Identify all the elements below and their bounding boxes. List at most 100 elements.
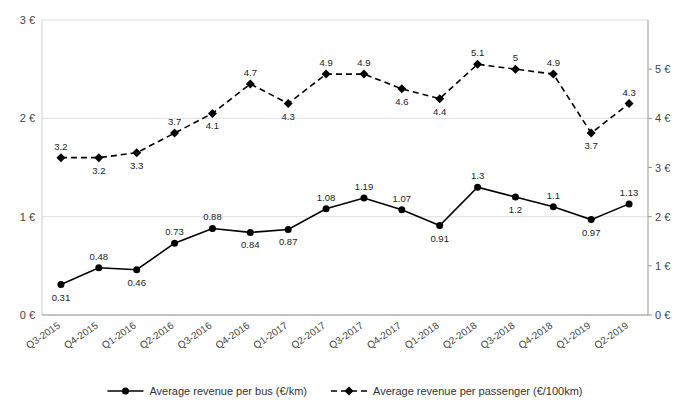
point	[397, 84, 406, 93]
chart: 0 €1 €2 €3 €0 €1 €2 €3 €4 €5 €Q3-2015Q4-…	[0, 0, 690, 403]
point	[247, 229, 254, 236]
y2-tick	[648, 118, 652, 119]
data-label: 4.3	[282, 111, 295, 122]
point	[94, 153, 103, 162]
point	[435, 94, 444, 103]
data-label: 4.7	[244, 67, 257, 78]
legend-label: Average revenue per passenger (€/100km)	[373, 385, 583, 397]
data-labels: 0.310.480.460.730.880.840.871.081.191.07…	[52, 47, 639, 302]
y2-tick	[648, 167, 652, 168]
point	[398, 206, 405, 213]
legend: Average revenue per bus (€/km) Average re…	[107, 385, 582, 397]
x-tick-label: Q1-2017	[251, 319, 290, 351]
y2-tick-label: 1 €	[655, 260, 670, 272]
data-label: 1.3	[471, 170, 484, 181]
data-label: 4.6	[395, 96, 408, 107]
data-label: 0.46	[127, 277, 146, 288]
point	[626, 200, 633, 207]
point	[246, 79, 255, 88]
x-tick-label: Q3-2017	[327, 319, 366, 351]
x-tick-label: Q4-2016	[213, 319, 252, 351]
point	[284, 99, 293, 108]
series-line	[61, 64, 629, 157]
point	[511, 65, 520, 74]
grid-line	[42, 315, 648, 316]
grid-line	[42, 20, 648, 21]
point	[95, 264, 102, 271]
point	[133, 266, 140, 273]
point	[512, 194, 519, 201]
data-label: 3.2	[54, 141, 67, 152]
y2-tick	[648, 216, 652, 217]
data-label: 3.2	[92, 165, 105, 176]
data-label: 1.07	[393, 193, 412, 204]
data-label: 3.3	[130, 160, 143, 171]
y2-axis-line	[648, 20, 649, 315]
x-tick-label: Q1-2019	[554, 319, 593, 351]
data-label: 0.97	[582, 227, 601, 238]
data-label: 5	[513, 52, 518, 63]
x-tick-label: Q3-2018	[478, 319, 517, 351]
legend-marker	[345, 387, 354, 396]
point	[132, 148, 141, 157]
data-label: 4.1	[206, 120, 219, 131]
series-line	[61, 187, 629, 284]
point	[473, 60, 482, 69]
x-tick-label: Q2-2018	[441, 319, 480, 351]
point	[359, 70, 368, 79]
y2-tick	[648, 69, 652, 70]
data-label: 3.7	[168, 116, 181, 127]
x-tick-label: Q4-2017	[365, 319, 404, 351]
legend-item: Average revenue per bus (€/km)	[107, 385, 307, 397]
point	[285, 226, 292, 233]
point	[360, 194, 367, 201]
data-label: 4.3	[622, 87, 635, 98]
data-label: 1.19	[355, 181, 374, 192]
point	[549, 70, 558, 79]
legend-marker	[122, 388, 129, 395]
x-tick-label: Q4-2015	[62, 319, 101, 351]
data-label: 0.48	[90, 251, 109, 262]
point	[323, 205, 330, 212]
y-axis-line	[42, 20, 43, 315]
legend-item: Average revenue per passenger (€/100km)	[331, 385, 583, 397]
y2-tick-label: 2 €	[655, 211, 670, 223]
x-tick-label: Q2-2017	[289, 319, 328, 351]
data-label: 1.1	[547, 190, 560, 201]
data-label: 4.4	[433, 106, 446, 117]
x-axis-line	[42, 315, 648, 316]
legend-label: Average revenue per bus (€/km)	[149, 385, 307, 397]
data-label: 0.73	[165, 226, 184, 237]
x-tick-label: Q1-2016	[100, 319, 139, 351]
data-label: 0.31	[52, 292, 71, 303]
y2-tick-label: 4 €	[655, 112, 670, 124]
x-tick-label: Q1-2018	[403, 319, 442, 351]
x-tick-label: Q2-2016	[138, 319, 177, 351]
data-label: 1.13	[620, 187, 639, 198]
y-tick-label: 3 €	[20, 14, 35, 26]
point	[170, 129, 179, 138]
data-label: 1.2	[509, 204, 522, 215]
y-tick-label: 1 €	[20, 211, 35, 223]
grid-line	[42, 216, 648, 217]
data-label: 1.08	[317, 192, 336, 203]
point	[209, 225, 216, 232]
data-label: 4.9	[547, 57, 560, 68]
y2-tick	[648, 315, 652, 316]
point	[57, 281, 64, 288]
point	[322, 70, 331, 79]
y2-tick	[648, 265, 652, 266]
data-label: 4.9	[357, 57, 370, 68]
point	[587, 129, 596, 138]
x-tick-label: Q3-2016	[175, 319, 214, 351]
y2-tick-label: 0 €	[655, 309, 670, 321]
x-tick-label: Q4-2018	[516, 319, 555, 351]
x-tick-label: Q3-2015	[24, 319, 63, 351]
y-tick-label: 0 €	[20, 309, 35, 321]
data-label: 0.88	[203, 211, 222, 222]
data-label: 4.9	[319, 57, 332, 68]
point	[436, 222, 443, 229]
data-label: 3.7	[585, 140, 598, 151]
data-label: 0.84	[241, 239, 260, 250]
point	[588, 216, 595, 223]
